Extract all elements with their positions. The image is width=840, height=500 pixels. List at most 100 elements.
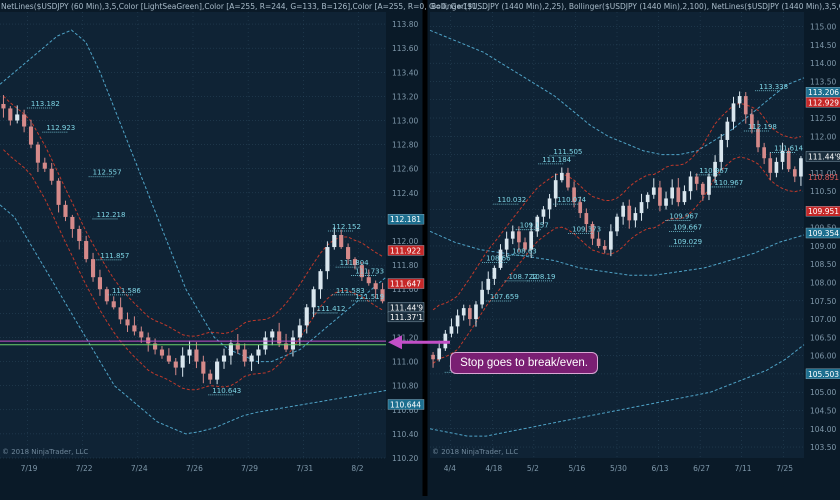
bollinger-100-lower-band xyxy=(429,344,805,437)
price-tag xyxy=(805,97,840,108)
x-tick-label: 7/25 xyxy=(776,464,793,473)
x-tick-label: 7/11 xyxy=(735,464,752,473)
candle-body xyxy=(664,198,668,206)
y-tick-label: 104.50 xyxy=(810,406,836,415)
candle-body xyxy=(682,191,687,203)
price-tag-label: 109.951 xyxy=(808,207,839,216)
candle-body xyxy=(627,205,632,221)
candle-body xyxy=(541,209,546,217)
netline-label: 111.412 xyxy=(317,305,346,313)
candle-body xyxy=(111,301,116,308)
netline-label: 110.074 xyxy=(557,196,586,204)
candle-body xyxy=(535,216,540,232)
candle-body xyxy=(786,150,791,170)
netline-label: 112.557 xyxy=(93,169,122,177)
netline-label: 110.967 xyxy=(714,179,743,187)
candle-body xyxy=(676,187,681,203)
y-tick-label: 111.00 xyxy=(810,169,836,178)
y-tick-label: 112.50 xyxy=(810,114,836,123)
candle-body xyxy=(455,315,460,327)
y-tick-label: 112.80 xyxy=(392,141,418,150)
candle-body xyxy=(159,349,165,356)
candle-body xyxy=(774,161,779,173)
netline-label: 111.519 xyxy=(355,293,384,301)
x-tick-label: 5/16 xyxy=(568,464,585,473)
y-tick-label: 106.50 xyxy=(810,333,836,342)
netline-label: 113.338 xyxy=(759,83,788,91)
candle-body xyxy=(125,319,130,326)
candle-body xyxy=(311,289,316,308)
candle-body xyxy=(77,228,82,242)
chart-panel-1: 113.80 113.60 113.40 113.20 113.00 112.80 112.… xyxy=(0,2,487,473)
bollinger-25-lower-band xyxy=(3,149,383,391)
candle-body xyxy=(332,235,337,248)
price-tag xyxy=(805,151,840,162)
y-tick-label: 109.00 xyxy=(810,242,836,251)
candle-body xyxy=(480,289,484,305)
candle-body xyxy=(468,308,472,320)
y-tick-label: 108.50 xyxy=(810,260,836,269)
candle-body xyxy=(28,126,34,145)
candle-body xyxy=(1,103,6,109)
candle-body xyxy=(318,271,323,290)
candle-body xyxy=(249,355,254,362)
chart-copyright: © 2018 NinjaTrader, LLC xyxy=(432,448,518,456)
candle-body xyxy=(731,103,736,122)
netline-label: 111.184 xyxy=(542,156,571,164)
candle-body xyxy=(707,176,711,195)
candle-body xyxy=(799,158,803,177)
candle-body xyxy=(366,277,371,284)
y-tick-label: 113.50 xyxy=(810,77,836,86)
netline-label: 111.614 xyxy=(774,145,803,153)
candle-body xyxy=(35,144,40,163)
netline-label: 111.583 xyxy=(336,287,365,295)
candle-body xyxy=(639,202,644,214)
price-tag-label: 111.44'9 xyxy=(390,303,423,312)
candle-body xyxy=(547,198,552,210)
price-tag xyxy=(387,399,425,410)
candle-body xyxy=(762,147,766,159)
y-tick-label: 108.00 xyxy=(810,279,836,288)
candle-body xyxy=(201,361,206,374)
bollinger-100-middle-band xyxy=(429,230,805,276)
candle-body xyxy=(235,343,240,350)
y-tick-label: 113.80 xyxy=(392,20,418,29)
candle-body xyxy=(504,238,509,250)
y-tick-label: 110.40 xyxy=(392,430,418,439)
y-tick-label: 112.60 xyxy=(392,165,418,174)
y-tick-label: 114.00 xyxy=(810,59,836,68)
candle-body xyxy=(153,343,158,350)
x-tick-label: 7/22 xyxy=(76,464,93,473)
candle-body xyxy=(242,349,247,362)
x-tick-label: 7/31 xyxy=(296,464,313,473)
x-tick-label: 5/30 xyxy=(610,464,627,473)
y-tick-label: 103.50 xyxy=(810,443,836,452)
x-tick-label: 6/27 xyxy=(693,464,710,473)
candle-body xyxy=(651,187,656,195)
candle-body xyxy=(553,180,558,199)
candle-body xyxy=(437,348,442,360)
price-tag-label: 113.206 xyxy=(808,88,839,97)
candle-body xyxy=(325,247,330,272)
price-tag-label: 112.181 xyxy=(390,215,421,224)
price-tag xyxy=(387,214,425,225)
candle-body xyxy=(584,213,589,225)
x-tick-label: 4/4 xyxy=(444,464,456,473)
price-tag-label: 111.922 xyxy=(390,246,421,255)
candle-body xyxy=(118,307,123,320)
y-tick-label: 113.40 xyxy=(392,68,418,77)
netline-label: 112.198 xyxy=(748,123,777,131)
candle-body xyxy=(737,96,742,104)
candle-body xyxy=(132,325,137,332)
x-tick-label: 7/19 xyxy=(21,464,38,473)
price-tag xyxy=(805,206,840,217)
candle-body xyxy=(90,259,96,278)
candle-body xyxy=(688,176,693,192)
candle-body xyxy=(42,162,47,169)
candle-body xyxy=(70,216,75,229)
y-tick-label: 110.80 xyxy=(392,382,418,391)
chart-title: Bollinger($USDJPY (1440 Min),2,25), Boll… xyxy=(431,2,840,11)
y-tick-label: 110.50 xyxy=(810,187,836,196)
candle-body xyxy=(104,289,109,302)
candle-body xyxy=(529,231,534,250)
